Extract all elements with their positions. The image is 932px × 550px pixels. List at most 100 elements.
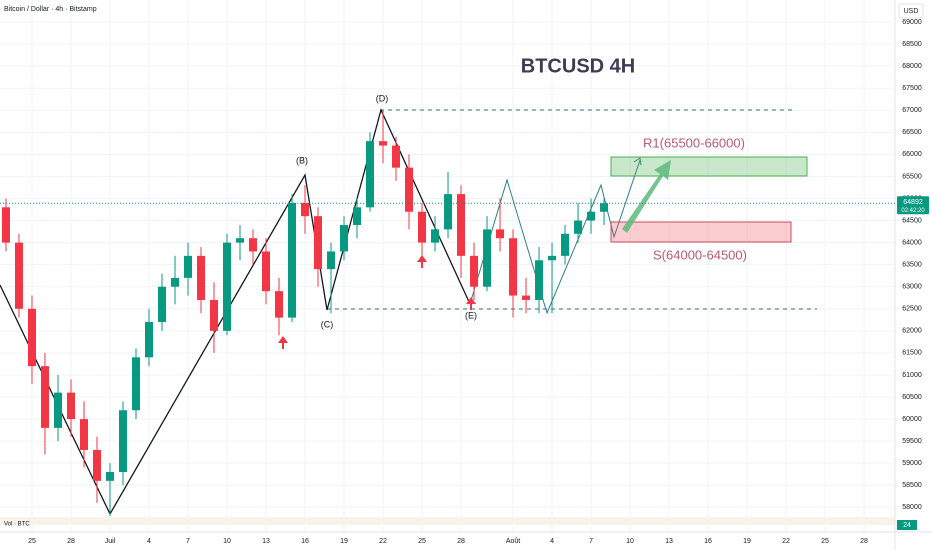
candle-body <box>509 238 518 296</box>
countdown: 02:42:20 <box>901 208 925 214</box>
x-tick-label: 19 <box>743 538 751 545</box>
candle-body <box>118 410 127 473</box>
candle-body <box>53 392 62 428</box>
x-tick-label: 4 <box>147 538 151 545</box>
last-price-label: 64892 <box>903 199 923 206</box>
candle-body <box>522 295 531 300</box>
candle-body <box>379 141 388 146</box>
volume-label: Vol · BTC <box>4 522 30 528</box>
y-tick-label: 58000 <box>902 504 922 511</box>
resistance-label: R1(65500-66000) <box>643 135 745 150</box>
wave-label: (B) <box>296 155 308 165</box>
candle-body <box>418 211 427 243</box>
y-tick-label: 60500 <box>902 394 922 401</box>
y-tick-label: 65500 <box>902 173 922 180</box>
y-tick-label: 67000 <box>902 107 922 114</box>
candle-body <box>144 322 153 358</box>
candle-body <box>1 207 10 243</box>
x-tick-label: 7 <box>186 538 190 545</box>
chart-title: BTCUSD 4H <box>521 55 635 77</box>
candle-body <box>223 242 232 331</box>
candle-body <box>444 194 453 230</box>
x-tick-label: 16 <box>704 538 712 545</box>
candle-body <box>574 220 583 234</box>
candle-body <box>105 472 114 481</box>
projection-arrowhead <box>633 157 642 166</box>
wave-label: (E) <box>465 310 477 320</box>
candle-body <box>366 141 375 208</box>
x-tick-label: 28 <box>457 538 465 545</box>
support-zone <box>610 221 792 243</box>
candle-body <box>275 291 284 318</box>
y-tick-label: 64000 <box>902 239 922 246</box>
buy-arrow <box>466 297 476 310</box>
x-tick-label: 25 <box>821 538 829 545</box>
candle-body <box>301 202 310 217</box>
candle-body <box>353 207 362 225</box>
y-tick-label: 63500 <box>902 262 922 269</box>
candle-body <box>131 357 140 411</box>
candle-body <box>600 203 609 212</box>
x-tick-label: 28 <box>67 538 75 545</box>
x-tick-label: 22 <box>379 538 387 545</box>
projection-line <box>469 159 641 315</box>
x-tick-label: 22 <box>782 538 790 545</box>
buy-arrow <box>417 255 427 268</box>
currency-badge <box>898 3 924 19</box>
y-tick-label: 66000 <box>902 151 922 158</box>
candle-body <box>209 299 218 331</box>
y-tick-label: 67500 <box>902 85 922 92</box>
candle-body <box>14 242 23 309</box>
candle-body <box>548 255 557 261</box>
candles <box>1 110 609 517</box>
candle-body <box>236 238 245 243</box>
candle-body <box>587 211 596 221</box>
x-tick-label: Août <box>506 538 520 545</box>
volume-badge <box>897 520 917 530</box>
candle-body <box>314 216 323 270</box>
candle-body <box>535 260 544 300</box>
y-tick-label: 63000 <box>902 284 922 291</box>
x-tick-label: 10 <box>223 538 231 545</box>
candle-body <box>170 277 179 287</box>
volume-pane <box>0 517 895 525</box>
candle-body <box>183 255 192 278</box>
target-arrow <box>622 160 671 233</box>
candle-body <box>262 251 271 292</box>
candle-body <box>561 233 570 256</box>
candle-body <box>196 255 205 300</box>
candle-body <box>340 224 349 252</box>
candle-body <box>483 229 492 287</box>
x-tick-label: 19 <box>340 538 348 545</box>
candle-body <box>157 286 166 323</box>
y-tick-label: 64500 <box>902 217 922 224</box>
x-tick-label: 25 <box>28 538 36 545</box>
y-tick-label: 62000 <box>902 328 922 335</box>
y-tick-label: 68500 <box>902 41 922 48</box>
candle-body <box>288 202 297 318</box>
candle-body <box>470 255 479 287</box>
y-tick-label: 62500 <box>902 306 922 313</box>
candle-body <box>431 229 440 243</box>
x-tick-label: 25 <box>418 538 426 545</box>
y-tick-label: 59000 <box>902 460 922 467</box>
y-tick-label: 69000 <box>902 19 922 26</box>
candle-body <box>327 251 336 270</box>
symbol-header: Bitcoin / Dollar · 4h · Bitstamp <box>4 6 97 13</box>
candle-body <box>79 419 88 450</box>
x-tick-label: 13 <box>665 538 673 545</box>
y-tick-label: 59500 <box>902 438 922 445</box>
x-tick-label: 4 <box>550 538 554 545</box>
x-tick-label: 28 <box>860 538 868 545</box>
candle-body <box>66 392 75 420</box>
y-tick-label: 60000 <box>902 416 922 423</box>
x-tick-label: 16 <box>301 538 309 545</box>
y-tick-label: 66500 <box>902 129 922 136</box>
wave-label: (D) <box>376 93 389 103</box>
x-tick-label: Juil <box>105 538 116 545</box>
resistance-zone <box>610 156 808 177</box>
wave-label: (C) <box>321 319 334 329</box>
candle-body <box>457 194 466 256</box>
